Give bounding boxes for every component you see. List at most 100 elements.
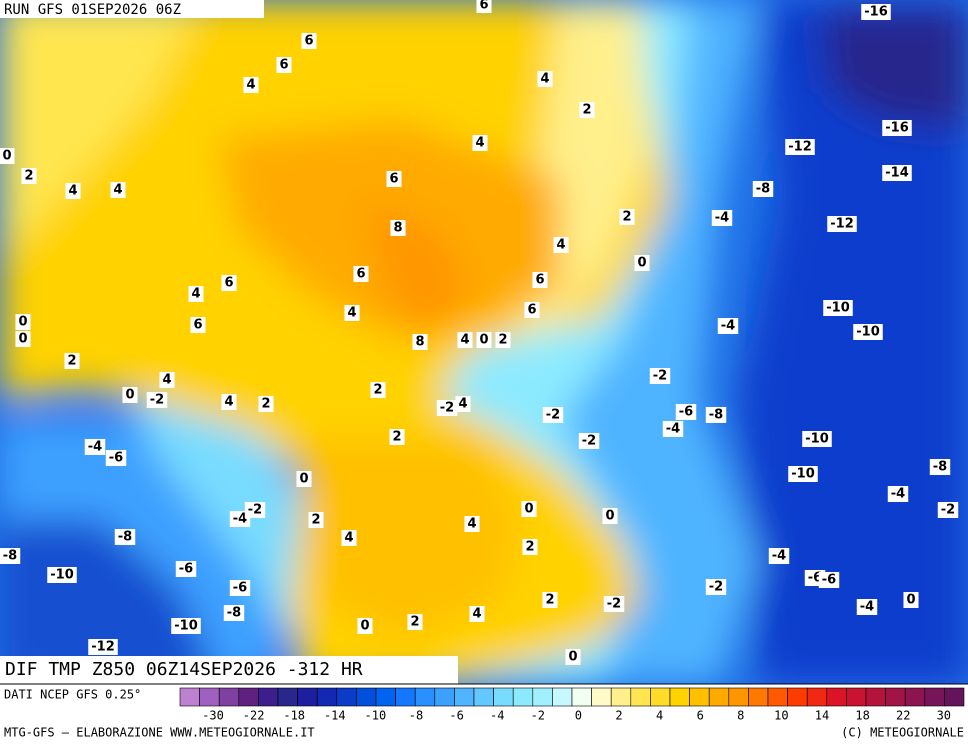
contour-label: -12 xyxy=(91,640,115,655)
contour-label: -2 xyxy=(709,580,723,595)
contour-label-box xyxy=(785,139,815,155)
contour-label: -2 xyxy=(653,369,667,384)
contour-label-box xyxy=(412,334,428,350)
contour-label: -4 xyxy=(715,211,729,226)
contour-label: -12 xyxy=(830,217,854,232)
contour-label: 6 xyxy=(224,276,233,291)
contour-label: 0 xyxy=(906,593,915,608)
contour-label-box xyxy=(88,639,118,655)
scale-box xyxy=(610,687,632,707)
scale-tick-label: -22 xyxy=(243,709,265,723)
scale-box xyxy=(630,687,651,707)
contour-label-box xyxy=(532,272,548,288)
scale-tick-label: 2 xyxy=(615,709,622,723)
contour-label: 4 xyxy=(224,395,233,410)
contour-label-box xyxy=(390,220,406,236)
scale-box xyxy=(748,687,769,707)
scale-tick-label: -4 xyxy=(490,709,504,723)
contour-label: -2 xyxy=(582,434,596,449)
contour-label-box xyxy=(472,135,488,151)
contour-label: 2 xyxy=(311,513,320,528)
contour-label: -10 xyxy=(856,325,880,340)
contour-label-box xyxy=(788,466,818,482)
contour-label-box xyxy=(818,572,840,588)
scale-box xyxy=(336,687,357,707)
contour-label-box xyxy=(675,404,697,420)
contour-label-box xyxy=(21,168,37,184)
contour-label: 4 xyxy=(68,184,77,199)
footer-left: MTG-GFS — ELABORAZIONE WWW.METEOGIORNALE… xyxy=(4,726,315,740)
contour-label-box xyxy=(0,548,21,564)
contour-label-box xyxy=(110,182,126,198)
contour-label: 6 xyxy=(479,0,488,13)
contour-label: 2 xyxy=(622,210,631,225)
contour-label: -2 xyxy=(150,393,164,408)
contour-label: 6 xyxy=(279,58,288,73)
contour-label-box xyxy=(301,33,317,49)
scale-box xyxy=(885,687,906,707)
scale-box xyxy=(414,687,436,707)
scale-box xyxy=(806,687,828,707)
contour-label-box xyxy=(802,431,832,447)
contour-label-box xyxy=(243,77,259,93)
contour-label-box xyxy=(436,400,458,416)
scale-box xyxy=(356,687,377,707)
contour-label: -14 xyxy=(885,166,909,181)
contour-label-box xyxy=(882,120,912,136)
contour-label: -6 xyxy=(233,581,247,596)
run-box xyxy=(0,0,264,18)
contour-label: -8 xyxy=(118,530,132,545)
color-scale: -30 -22 -18 -14 -10 -8 -6 -4 -2 0 2 4 6 8 10 14 18 22 30 xyxy=(179,687,965,723)
scale-box xyxy=(728,687,749,707)
scale-box xyxy=(375,687,396,707)
contour-label-box xyxy=(344,305,360,321)
contour-label: 0 xyxy=(605,509,614,524)
scale-box xyxy=(650,687,671,707)
footer-right: (C) METEOGIORNALE xyxy=(841,726,964,740)
scale-box xyxy=(277,687,298,707)
contour-label: 4 xyxy=(460,333,469,348)
contour-label-box xyxy=(662,421,684,437)
contour-label-box xyxy=(341,530,357,546)
contour-label: 0 xyxy=(2,149,11,164)
scale-box xyxy=(865,687,886,707)
contour-label-box xyxy=(386,171,402,187)
contour-label: 4 xyxy=(475,136,484,151)
contour-label-box xyxy=(524,302,540,318)
contour-label-box xyxy=(476,332,492,348)
contour-label-box xyxy=(370,382,386,398)
contour-label-box xyxy=(357,618,373,634)
contour-label-box xyxy=(65,183,81,199)
contour-label-box xyxy=(105,450,127,466)
contour-label-box xyxy=(823,300,853,316)
contour-label: 2 xyxy=(525,540,534,555)
scale-box xyxy=(904,687,926,707)
contour-label-box xyxy=(711,210,733,226)
scale-tick-label: -6 xyxy=(449,709,463,723)
scale-box xyxy=(179,687,200,707)
contour-label-box xyxy=(276,57,292,73)
contour-label: 2 xyxy=(261,397,270,412)
contour-label: 8 xyxy=(415,335,424,350)
contour-label-box xyxy=(407,614,423,630)
scale-box xyxy=(708,687,730,707)
contour-label: -8 xyxy=(756,182,770,197)
contour-label-box xyxy=(752,181,774,197)
contour-label: 2 xyxy=(392,430,401,445)
contour-label: 0 xyxy=(637,256,646,271)
scale-tick-label: 0 xyxy=(575,709,582,723)
contour-label: 4 xyxy=(113,183,122,198)
contour-label-box xyxy=(146,392,168,408)
scale-box xyxy=(512,687,534,707)
contour-label: 0 xyxy=(524,502,533,517)
contour-label: 6 xyxy=(356,267,365,282)
scale-tick-label: -2 xyxy=(531,709,545,723)
contour-label-box xyxy=(15,314,31,330)
contour-label-box xyxy=(853,324,883,340)
map-title: DIF TMP Z850 06Z14SEP2026 -312 HR xyxy=(5,659,363,680)
contour-label-box xyxy=(223,605,245,621)
contour-label: 0 xyxy=(568,650,577,665)
contour-label: 4 xyxy=(467,517,476,532)
contour-label-box xyxy=(705,407,727,423)
